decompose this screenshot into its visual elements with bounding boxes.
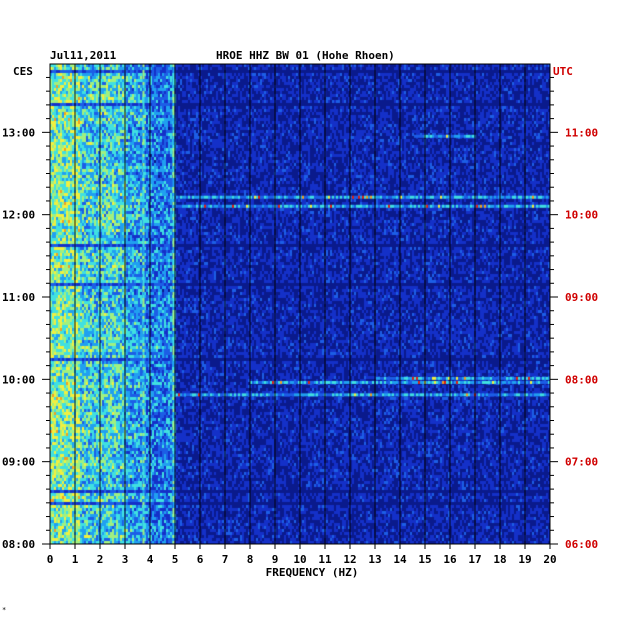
x-tick-label: 20: [543, 553, 556, 566]
x-tick-label: 15: [418, 553, 431, 566]
x-tick-label: 7: [222, 553, 229, 566]
left-tick-label: 10:00: [2, 373, 35, 386]
x-tick-label: 9: [272, 553, 279, 566]
x-tick-label: 6: [197, 553, 204, 566]
right-tick-label: 07:00: [565, 456, 598, 469]
x-tick-label: 5: [172, 553, 179, 566]
left-tick-label: 08:00: [2, 538, 35, 551]
left-tick-label: 09:00: [2, 456, 35, 469]
x-tick-label: 17: [468, 553, 481, 566]
chart-date: Jul11,2011: [50, 49, 117, 62]
x-tick-label: 8: [247, 553, 254, 566]
right-tick-label: 10:00: [565, 209, 598, 222]
right-axis-label: UTC: [553, 65, 573, 78]
x-tick-label: 19: [518, 553, 531, 566]
right-tick-label: 11:00: [565, 126, 598, 139]
x-tick-label: 14: [393, 553, 407, 566]
x-tick-label: 13: [368, 553, 381, 566]
x-tick-label: 10: [293, 553, 306, 566]
frequency-grid: [49, 64, 551, 544]
x-tick-label: 0: [47, 553, 54, 566]
corner-mark: *: [2, 606, 7, 614]
x-tick-label: 16: [443, 553, 457, 566]
right-tick-label: 08:00: [565, 373, 598, 386]
left-tick-label: 13:00: [2, 126, 35, 139]
right-tick-label: 06:00: [565, 538, 598, 551]
right-tick-label: 09:00: [565, 291, 598, 304]
left-tick-label: 11:00: [2, 291, 35, 304]
x-tick-label: 11: [318, 553, 332, 566]
chart-title: HROE HHZ BW 01 (Hohe Rhoen): [216, 49, 395, 62]
x-tick-label: 3: [122, 553, 129, 566]
x-axis-label: FREQUENCY (HZ): [266, 566, 359, 579]
x-tick-label: 12: [343, 553, 356, 566]
axis-ticks: 0 1 2 3 4 5 6 7 8 9 10 11 12 13 14 15 16 17 18 19 2013:0012:…: [2, 76, 598, 566]
x-tick-label: 2: [97, 553, 104, 566]
x-tick-label: 4: [147, 553, 154, 566]
left-axis-label: CES: [13, 65, 33, 78]
left-tick-label: 12:00: [2, 209, 35, 222]
x-tick-label: 18: [493, 553, 506, 566]
x-tick-label: 1: [72, 553, 79, 566]
